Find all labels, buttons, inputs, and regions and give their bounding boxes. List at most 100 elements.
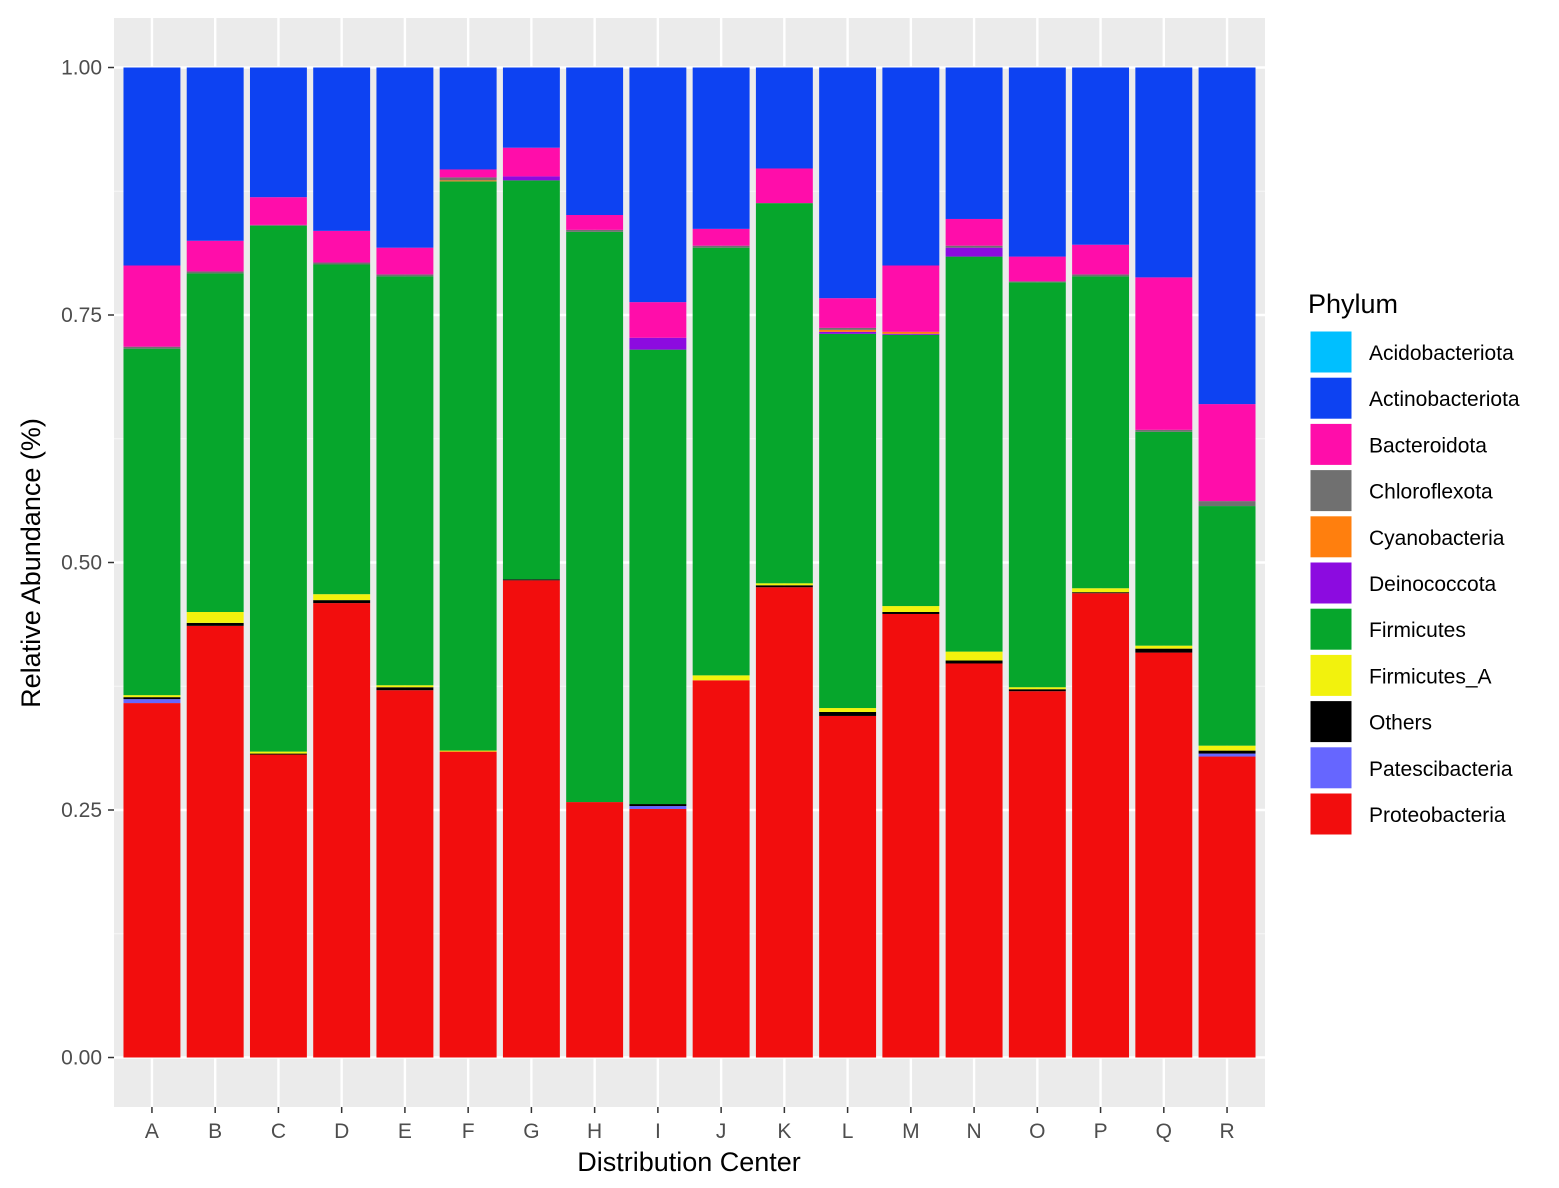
bar-segment-Q-actinobacteriota: [1135, 67, 1193, 278]
y-tick-label: 0.75: [61, 304, 102, 327]
bar-segment-P-proteobacteria: [1072, 593, 1130, 1058]
bar-segment-K-proteobacteria: [755, 587, 813, 1058]
bar-segment-P-chloroflexota: [1072, 274, 1130, 277]
x-tick-label: N: [967, 1120, 982, 1143]
legend-label-patescibacteria: Patescibacteria: [1369, 758, 1513, 781]
bar-segment-N-actinobacteriota: [945, 67, 1003, 219]
bar-segment-H-bacteroidota: [566, 215, 624, 230]
legend-key-deinococcota: [1309, 561, 1353, 605]
bar-segment-B-actinobacteriota: [186, 67, 244, 241]
bar-segment-B-proteobacteria: [186, 625, 244, 1058]
bar-segment-G-others: [502, 579, 560, 581]
bar-segment-O-firmicutes_a: [1008, 687, 1066, 690]
x-tick-label: L: [842, 1120, 854, 1143]
x-tick-label: A: [145, 1120, 159, 1143]
bar-segment-J-proteobacteria: [692, 680, 750, 1058]
bar-segment-F-firmicutes_a: [439, 750, 497, 752]
bar-segment-O-others: [1008, 689, 1066, 692]
bar-segment-L-cyanobacteria: [819, 329, 877, 332]
bar-segment-D-bacteroidota: [313, 230, 371, 263]
bar-segment-E-others: [376, 687, 434, 691]
bar-segment-F-firmicutes: [439, 181, 497, 751]
bar-segment-O-actinobacteriota: [1008, 67, 1066, 257]
bar-segment-J-firmicutes_a: [692, 675, 750, 681]
y-axis: 0.00 0.25 0.50 0.75 1.00: [61, 57, 114, 1070]
bar-segment-L-proteobacteria: [819, 715, 877, 1058]
x-tick-label: M: [902, 1120, 920, 1143]
bar-segment-H-chloroflexota: [566, 229, 624, 232]
bar-segment-F-chloroflexota: [439, 177, 497, 181]
y-tick-label: 0.25: [61, 799, 102, 822]
bar-segment-L-bacteroidota: [819, 298, 877, 328]
bar-segment-M-firmicutes_a: [882, 606, 940, 612]
bar-segment-E-proteobacteria: [376, 690, 434, 1058]
bar-segment-A-firmicutes: [123, 348, 181, 696]
x-tick-label: D: [334, 1120, 349, 1143]
bar-segment-B-others: [186, 622, 244, 626]
x-tick-label: R: [1219, 1120, 1234, 1143]
bar-segment-N-deinococcota: [945, 247, 1003, 257]
bar-segment-Q-proteobacteria: [1135, 652, 1193, 1058]
bar-segment-H-actinobacteriota: [566, 67, 624, 216]
bar-segment-R-patescibacteria: [1198, 753, 1256, 757]
bar-segment-G-bacteroidota: [502, 147, 560, 177]
legend-key-patescibacteria: [1309, 746, 1353, 790]
legend-key-bacteroidota: [1309, 422, 1353, 466]
x-tick-label: O: [1029, 1120, 1045, 1143]
bar-segment-O-firmicutes: [1008, 282, 1066, 688]
bar-segment-H-proteobacteria: [566, 802, 624, 1058]
bar-segment-L-actinobacteriota: [819, 67, 877, 299]
bar-segment-C-others: [249, 753, 307, 755]
bar-segment-A-patescibacteria: [123, 699, 181, 704]
bar-segment-Q-firmicutes: [1135, 431, 1193, 646]
bar-segment-O-proteobacteria: [1008, 691, 1066, 1058]
bar-segment-P-others: [1072, 592, 1130, 594]
legend-key-others: [1309, 700, 1353, 744]
bar-segment-P-firmicutes_a: [1072, 588, 1130, 593]
legend-key-cyanobacteria: [1309, 515, 1353, 559]
bar-segment-Q-bacteroidota: [1135, 277, 1193, 430]
legend-label-chloroflexota: Chloroflexota: [1369, 481, 1493, 504]
legend-label-cyanobacteria: Cyanobacteria: [1369, 527, 1505, 550]
bar-segment-F-proteobacteria: [439, 751, 497, 1058]
bar-segment-D-firmicutes: [313, 264, 371, 595]
legend-label-acidobacteriota: Acidobacteriota: [1369, 342, 1514, 365]
bar-segment-B-chloroflexota: [186, 271, 244, 274]
legend-label-bacteroidota: Bacteroidota: [1369, 434, 1487, 457]
bar-segment-M-proteobacteria: [882, 613, 940, 1058]
x-tick-label: C: [271, 1120, 286, 1143]
bar-segment-J-bacteroidota: [692, 228, 750, 246]
bar-segment-P-actinobacteriota: [1072, 67, 1130, 245]
x-tick-label: H: [587, 1120, 602, 1143]
bar-segment-N-others: [945, 660, 1003, 664]
bar-segment-C-firmicutes: [249, 225, 307, 752]
legend-label-others: Others: [1369, 712, 1432, 735]
bar-segment-A-actinobacteriota: [123, 67, 181, 266]
x-tick-label: G: [523, 1120, 539, 1143]
bar-segment-O-chloroflexota: [1008, 281, 1066, 283]
x-tick-label: J: [716, 1120, 727, 1143]
bar-segment-L-chloroflexota: [819, 327, 877, 330]
bar-segment-B-bacteroidota: [186, 240, 244, 272]
bar-segment-D-proteobacteria: [313, 603, 371, 1058]
bar-segment-A-others: [123, 697, 181, 700]
bar-segment-I-proteobacteria: [629, 809, 687, 1058]
bar-segment-F-actinobacteriota: [439, 67, 497, 170]
bar-segment-G-firmicutes: [502, 180, 560, 580]
legend-key-firmicutes_a: [1309, 653, 1353, 697]
bar-segment-R-bacteroidota: [1198, 404, 1256, 502]
bar-segment-B-firmicutes: [186, 273, 244, 612]
x-tick-label: E: [398, 1120, 412, 1143]
legend-key-chloroflexota: [1309, 469, 1353, 513]
y-tick-label: 1.00: [61, 57, 102, 80]
bar-segment-M-others: [882, 612, 940, 614]
bar-segment-C-bacteroidota: [249, 197, 307, 225]
y-axis-title: Relative Abundance (%): [16, 418, 46, 708]
bar-segment-Q-chloroflexota: [1135, 429, 1193, 432]
bar-segment-A-chloroflexota: [123, 346, 181, 349]
bar-segment-I-patescibacteria: [629, 806, 687, 810]
bar-segment-M-cyanobacteria: [882, 331, 940, 334]
bar-segment-N-firmicutes_a: [945, 651, 1003, 661]
legend: Phylum Acidobacteriota Actinobacteriota Ba…: [1308, 289, 1520, 836]
bar-segment-D-firmicutes_a: [313, 594, 371, 601]
